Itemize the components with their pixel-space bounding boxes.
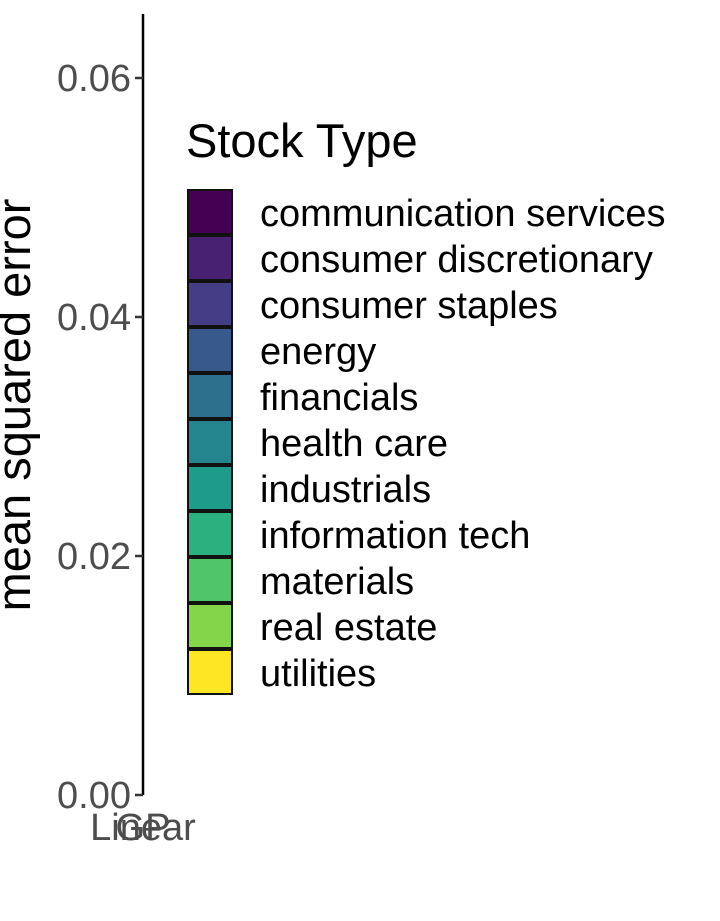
- legend-key: [187, 465, 233, 511]
- legend-label: communication services: [260, 193, 665, 235]
- y-axis: 0.00 0.02 0.04 0.06: [57, 14, 145, 817]
- legend-label: consumer discretionary: [260, 239, 653, 281]
- legend-label: materials: [260, 561, 414, 603]
- legend: Stock Type communication servicesconsume…: [186, 114, 665, 695]
- legend-title: Stock Type: [186, 114, 418, 167]
- legend-label: energy: [260, 331, 376, 373]
- legend-key: [187, 373, 233, 419]
- legend-key: [187, 327, 233, 373]
- x-tick-label: GP: [116, 807, 171, 849]
- legend-label: consumer staples: [260, 285, 558, 327]
- legend-key: [187, 235, 233, 281]
- y-tick-label: 0.06: [57, 58, 131, 100]
- legend-label: financials: [260, 377, 418, 419]
- legend-key: [187, 603, 233, 649]
- legend-label: information tech: [260, 515, 530, 557]
- legend-label: health care: [260, 423, 448, 465]
- legend-key: [187, 557, 233, 603]
- legend-key: [187, 649, 233, 695]
- legend-label: real estate: [260, 607, 437, 649]
- legend-label: industrials: [260, 469, 431, 511]
- x-tick-label: Linear: [90, 807, 196, 849]
- legend-key: [187, 281, 233, 327]
- legend-key: [187, 419, 233, 465]
- legend-key: [187, 189, 233, 235]
- y-tick-label: 0.04: [57, 297, 131, 339]
- y-axis-title: mean squared error: [0, 199, 40, 612]
- legend-label: utilities: [260, 653, 376, 695]
- y-tick-label: 0.00: [57, 775, 131, 817]
- legend-key: [187, 511, 233, 557]
- y-tick-label: 0.02: [57, 536, 131, 578]
